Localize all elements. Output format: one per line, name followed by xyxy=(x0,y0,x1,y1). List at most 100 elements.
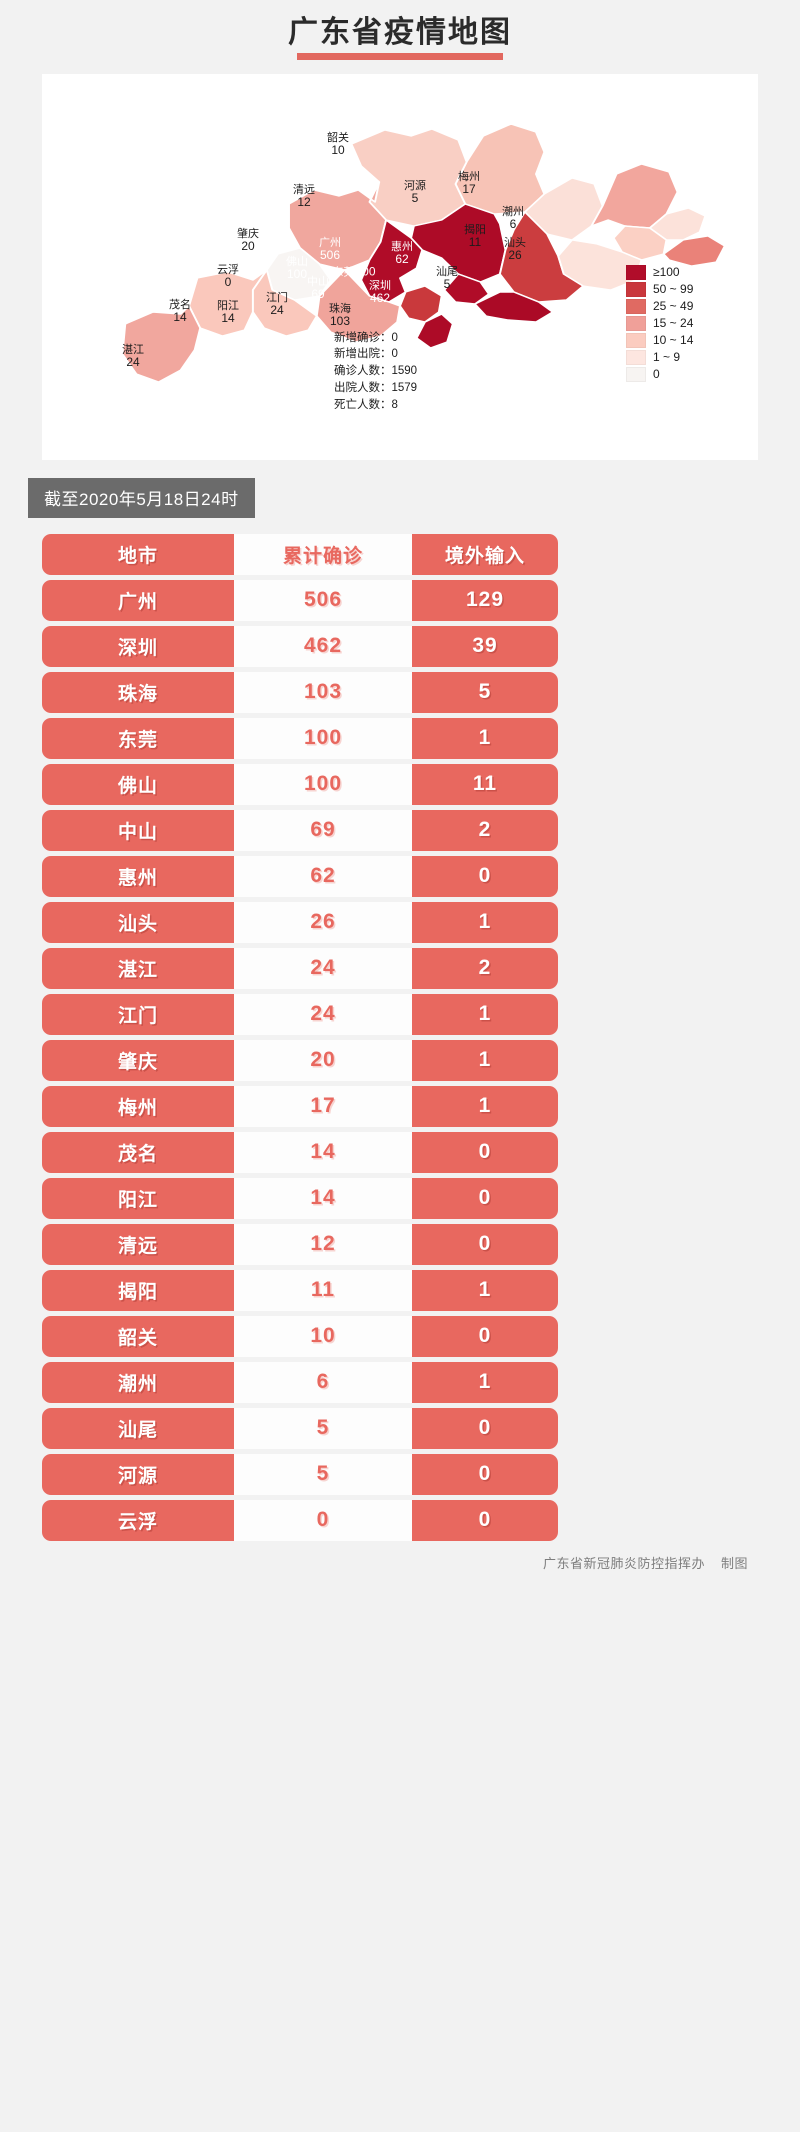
cell-city: 湛江 xyxy=(42,947,234,989)
table-row[interactable]: 清远 12 0 xyxy=(42,1223,758,1265)
legend-row-1: 50 ~ 99 xyxy=(626,281,746,298)
table-row[interactable]: 汕头 26 1 xyxy=(42,901,758,943)
cell-confirmed: 11 xyxy=(234,1269,412,1311)
cell-imported: 1 xyxy=(412,993,558,1035)
table-row[interactable]: 云浮 0 0 xyxy=(42,1499,758,1541)
page-title-block: 广东省疫情地图 xyxy=(0,0,800,60)
map-region-惠州[interactable] xyxy=(498,210,585,303)
date-banner: 截至2020年5月18日24时 xyxy=(28,477,255,518)
table-row[interactable]: 惠州 62 0 xyxy=(42,855,758,897)
map-region-中山[interactable] xyxy=(399,284,443,323)
map-region-珠海[interactable] xyxy=(415,312,454,349)
cell-confirmed: 20 xyxy=(234,1039,412,1081)
cell-city: 汕头 xyxy=(42,901,234,943)
cell-imported: 129 xyxy=(412,579,558,621)
table-row[interactable]: 深圳 462 39 xyxy=(42,625,758,667)
cell-imported: 11 xyxy=(412,763,558,805)
cell-imported: 1 xyxy=(412,901,558,943)
page-title: 广东省疫情地图 xyxy=(288,16,512,49)
table-row[interactable]: 广州 506 129 xyxy=(42,579,758,621)
map-region-揭阳[interactable] xyxy=(612,224,668,261)
table-row[interactable]: 佛山 100 11 xyxy=(42,763,758,805)
table-row[interactable]: 河源 5 0 xyxy=(42,1453,758,1495)
cell-imported: 1 xyxy=(412,717,558,759)
legend-swatch xyxy=(626,332,646,348)
table-row[interactable]: 揭阳 11 1 xyxy=(42,1269,758,1311)
legend-label: 50 ~ 99 xyxy=(653,282,694,296)
column-header-imported: 境外输入 xyxy=(412,533,558,575)
cell-confirmed: 6 xyxy=(234,1361,412,1403)
legend-swatch xyxy=(626,264,646,280)
table-row[interactable]: 江门 24 1 xyxy=(42,993,758,1035)
cell-city: 茂名 xyxy=(42,1131,234,1173)
cell-city: 深圳 xyxy=(42,625,234,667)
table-row[interactable]: 潮州 6 1 xyxy=(42,1361,758,1403)
cell-confirmed: 24 xyxy=(234,993,412,1035)
legend-swatch xyxy=(626,281,646,297)
cell-imported: 0 xyxy=(412,1131,558,1173)
table-row[interactable]: 韶关 10 0 xyxy=(42,1315,758,1357)
table-row[interactable]: 东莞 100 1 xyxy=(42,717,758,759)
legend-label: 15 ~ 24 xyxy=(653,316,694,330)
cell-city: 清远 xyxy=(42,1223,234,1265)
cell-confirmed: 17 xyxy=(234,1085,412,1127)
footer-source: 广东省新冠肺炎防控指挥办 xyxy=(542,1555,705,1571)
map-region-汕头[interactable] xyxy=(662,234,726,267)
table-row[interactable]: 梅州 17 1 xyxy=(42,1085,758,1127)
cell-city: 广州 xyxy=(42,579,234,621)
statistic-line-2: 确诊人数：1590 xyxy=(334,365,418,378)
title-underline-rule xyxy=(297,52,503,60)
table-row[interactable]: 肇庆 20 1 xyxy=(42,1039,758,1081)
cell-imported: 0 xyxy=(412,1223,558,1265)
cell-confirmed: 0 xyxy=(234,1499,412,1541)
city-statistics-table: 地市 累计确诊 境外输入 广州 506 129 深圳 462 39 珠海 103 5 东莞 100 1… xyxy=(42,533,758,1541)
table-row[interactable]: 茂名 14 0 xyxy=(42,1131,758,1173)
legend-row-4: 10 ~ 14 xyxy=(626,332,746,349)
footer-credit: 广东省新冠肺炎防控指挥办 制图 xyxy=(0,1553,748,1572)
cell-imported: 1 xyxy=(412,1039,558,1081)
cell-city: 江门 xyxy=(42,993,234,1035)
cell-confirmed: 24 xyxy=(234,947,412,989)
cell-confirmed: 103 xyxy=(234,671,412,713)
table-row[interactable]: 阳江 14 0 xyxy=(42,1177,758,1219)
map-region-韶关[interactable] xyxy=(454,122,546,215)
cell-city: 阳江 xyxy=(42,1177,234,1219)
cell-imported: 2 xyxy=(412,947,558,989)
cell-confirmed: 5 xyxy=(234,1453,412,1495)
table-row[interactable]: 中山 69 2 xyxy=(42,809,758,851)
cell-confirmed: 5 xyxy=(234,1407,412,1449)
cell-imported: 39 xyxy=(412,625,558,667)
map-region-阳江[interactable] xyxy=(251,268,318,337)
table-row[interactable]: 珠海 103 5 xyxy=(42,671,758,713)
cell-city: 潮州 xyxy=(42,1361,234,1403)
map-region-湛江[interactable] xyxy=(121,304,202,383)
map-region-汕尾[interactable] xyxy=(557,238,643,291)
map-region-江门[interactable] xyxy=(315,268,401,343)
cell-confirmed: 62 xyxy=(234,855,412,897)
cell-imported: 0 xyxy=(412,1453,558,1495)
map-region-深圳[interactable] xyxy=(473,290,554,323)
legend-swatch xyxy=(626,315,646,331)
legend-label: 10 ~ 14 xyxy=(653,333,694,347)
cell-city: 汕尾 xyxy=(42,1407,234,1449)
legend-row-3: 15 ~ 24 xyxy=(626,315,746,332)
statistic-line-4: 死亡人数：8 xyxy=(334,398,398,411)
map-card: 韶关 10 清远 12 河源 5 梅州 17 潮州 6 揭阳 11 汕头 26 肇庆 20 云浮 0 广州 506 佛山… xyxy=(42,73,758,460)
table-row[interactable]: 汕尾 5 0 xyxy=(42,1407,758,1449)
table-row[interactable]: 湛江 24 2 xyxy=(42,947,758,989)
legend-swatch xyxy=(626,349,646,365)
cell-city: 惠州 xyxy=(42,855,234,897)
cell-confirmed: 69 xyxy=(234,809,412,851)
cell-imported: 1 xyxy=(412,1361,558,1403)
legend-swatch xyxy=(626,366,646,382)
legend-row-0: ≥100 xyxy=(626,264,746,281)
statistic-line-3: 出院人数：1579 xyxy=(334,381,418,394)
cell-city: 揭阳 xyxy=(42,1269,234,1311)
cell-imported: 0 xyxy=(412,855,558,897)
map-color-legend: ≥100 50 ~ 99 25 ~ 49 15 ~ 24 10 ~ 14 1 ~ 9 0 xyxy=(626,264,746,383)
cell-imported: 0 xyxy=(412,1499,558,1541)
cell-confirmed: 12 xyxy=(234,1223,412,1265)
cell-confirmed: 10 xyxy=(234,1315,412,1357)
cell-imported: 1 xyxy=(412,1269,558,1311)
cell-confirmed: 100 xyxy=(234,717,412,759)
